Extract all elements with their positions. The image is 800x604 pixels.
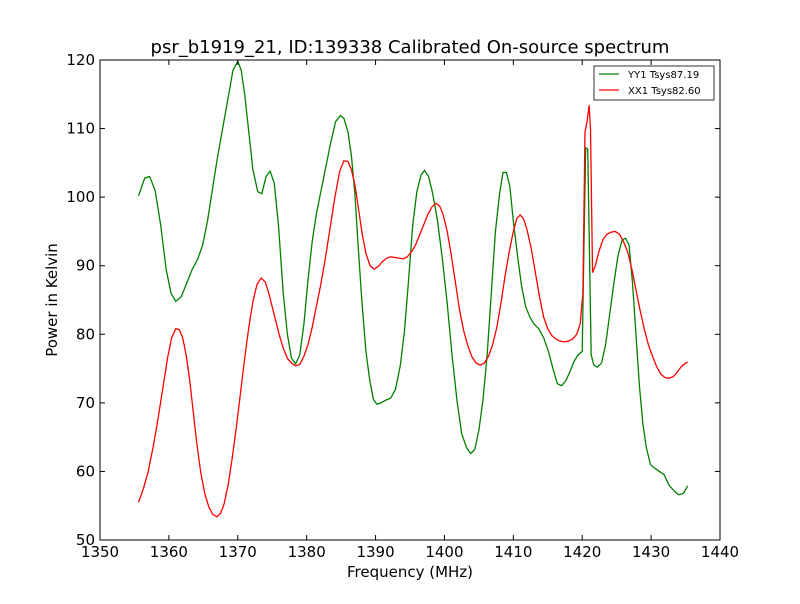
legend-label-yy1: YY1 Tsys87.19 — [627, 70, 699, 81]
series-line-yy1 — [137, 59, 689, 496]
legend-box — [593, 65, 715, 101]
x-tick-label: 1430 — [632, 543, 670, 561]
x-axis: 1350 1360 1370 1380 1390 1400 1410 1420 1430 1440 — [81, 60, 739, 561]
y-axis: 50 60 70 80 90 100 110 120 — [66, 51, 720, 549]
legend-label-xx1: XX1 Tsys82.60 — [628, 86, 701, 97]
y-tick-label: 50 — [76, 531, 95, 549]
y-tick-label: 70 — [76, 394, 95, 412]
legend: YY1 Tsys87.19 XX1 Tsys82.60 — [593, 65, 715, 101]
series-layer — [137, 59, 689, 518]
x-tick-label: 1390 — [356, 543, 394, 561]
plot-frame — [99, 59, 721, 541]
x-axis-label: Frequency (MHz) — [347, 563, 473, 581]
x-tick-label: 1400 — [425, 543, 463, 561]
x-tick-label: 1360 — [150, 543, 188, 561]
x-tick-label: 1410 — [494, 543, 532, 561]
x-tick-label: 1380 — [288, 543, 326, 561]
y-tick-label: 90 — [76, 257, 95, 275]
y-tick-label: 110 — [66, 120, 95, 138]
y-tick-label: 80 — [76, 325, 95, 343]
series-line-xx1 — [137, 105, 688, 518]
x-tick-label: 1420 — [563, 543, 601, 561]
x-tick-label: 1350 — [81, 543, 119, 561]
x-tick-label: 1440 — [701, 543, 739, 561]
y-axis-label: Power in Kelvin — [43, 243, 61, 357]
x-tick-label: 1370 — [219, 543, 257, 561]
y-tick-label: 60 — [76, 462, 95, 480]
y-tick-label: 120 — [66, 51, 95, 69]
chart-title: psr_b1919_21, ID:139338 Calibrated On-so… — [151, 37, 670, 58]
y-tick-label: 100 — [66, 188, 95, 206]
